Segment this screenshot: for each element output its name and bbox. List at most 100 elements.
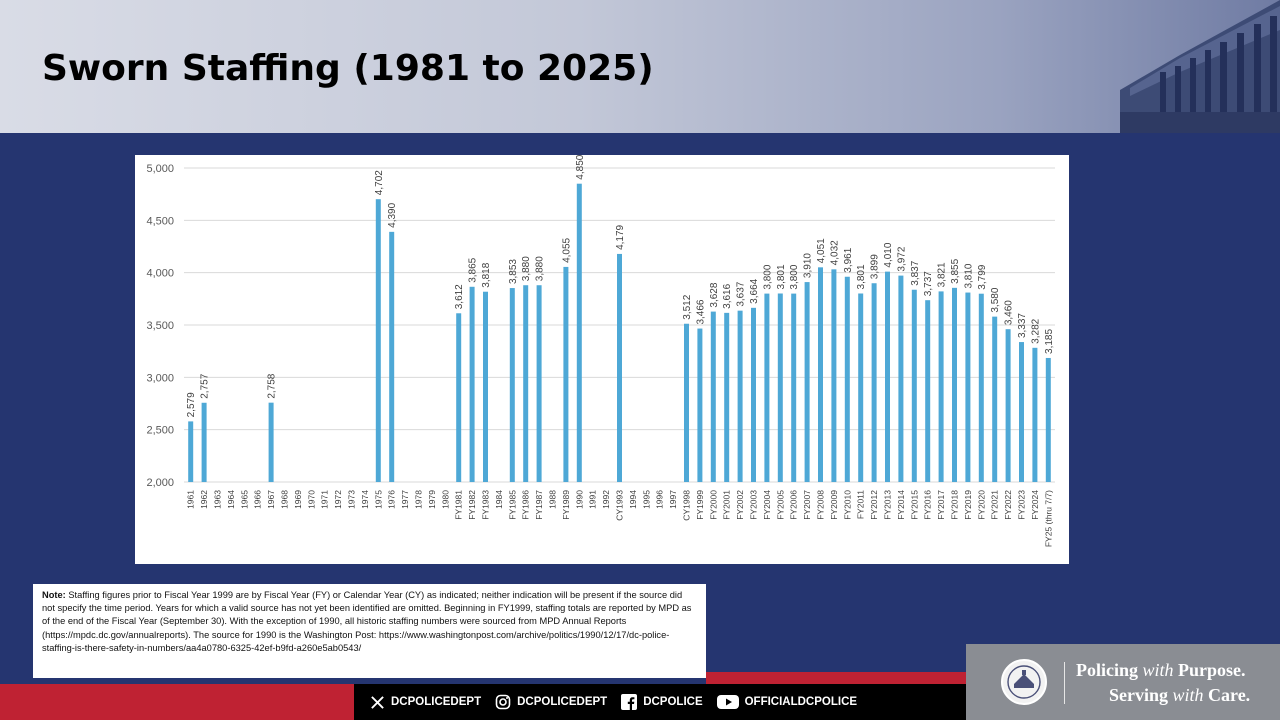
note-text: Staffing figures prior to Fiscal Year 19… [42, 590, 692, 653]
bar [938, 291, 944, 482]
x-tick-label: 1968 [280, 490, 290, 509]
x-tick-label: FY2013 [883, 490, 893, 520]
x-tick-label: FY2017 [936, 490, 946, 520]
data-label: 4,010 [883, 242, 894, 267]
x-tick-label: 1977 [400, 490, 410, 509]
x-tick-label: 1966 [253, 490, 263, 509]
header-banner: Sworn Staffing (1981 to 2025) [0, 0, 1280, 133]
x-tick-label: 1961 [186, 490, 196, 509]
x-tick-label: FY2024 [1030, 490, 1040, 520]
x-tick-label: FY2006 [789, 490, 799, 520]
data-label: 3,961 [843, 247, 854, 272]
bar [804, 282, 810, 482]
bar [992, 316, 998, 482]
social-x-handle: DCPOLICEDEPT [391, 696, 482, 708]
data-label: 3,821 [937, 262, 948, 287]
data-label: 3,737 [923, 271, 934, 296]
x-tick-label: 1972 [333, 490, 343, 509]
data-label: 3,616 [722, 283, 733, 308]
brand-divider [1064, 662, 1065, 704]
bar [1045, 357, 1051, 482]
social-facebook-link[interactable]: DCPOLICE [621, 694, 703, 710]
x-tick-label: 1969 [293, 490, 303, 509]
bar [456, 313, 462, 482]
data-label: 3,637 [736, 281, 747, 306]
x-tick-label: FY2021 [990, 490, 1000, 520]
data-label: 3,801 [776, 264, 787, 289]
bar [737, 310, 743, 482]
data-label: 3,337 [1017, 313, 1028, 338]
x-tick-label: FY2000 [708, 490, 718, 520]
x-icon [371, 695, 384, 709]
x-tick-label: FY2011 [856, 490, 866, 519]
x-tick-label: 1990 [574, 490, 584, 509]
x-tick-label: FY1985 [507, 490, 517, 520]
data-label: 3,512 [682, 294, 693, 319]
data-label: 3,899 [870, 254, 881, 279]
x-tick-label: FY1981 [454, 490, 464, 520]
x-tick-label: FY2019 [963, 490, 973, 520]
x-tick-label: 1970 [306, 490, 316, 509]
x-tick-label: 1980 [440, 490, 450, 509]
bar [724, 312, 730, 482]
x-tick-label: FY2012 [869, 490, 879, 520]
bar [831, 269, 837, 482]
bar [885, 271, 890, 482]
y-tick-label: 4,000 [146, 268, 174, 280]
data-label: 3,628 [709, 282, 720, 307]
data-label: 3,880 [535, 256, 546, 281]
x-tick-label: FY2001 [722, 490, 732, 520]
bar [563, 266, 569, 482]
bar [791, 293, 797, 482]
x-tick-label: 1964 [226, 490, 236, 509]
x-tick-label: 1992 [601, 490, 611, 509]
social-youtube-link[interactable]: OFFICIALDCPOLICE [716, 694, 857, 710]
x-tick-label: 1978 [414, 490, 424, 509]
bar [978, 293, 984, 482]
instagram-icon [495, 694, 511, 710]
x-tick-label: 1971 [320, 490, 330, 509]
facebook-icon [621, 694, 638, 710]
data-label: 3,865 [468, 257, 479, 282]
x-tick-label: FY2005 [775, 490, 785, 520]
bar [509, 288, 515, 482]
data-label: 3,466 [695, 299, 706, 324]
brand-tagline-2: Serving with Care. [1109, 685, 1251, 705]
x-tick-label: CY1993 [615, 490, 625, 521]
x-tick-label: FY1983 [481, 490, 491, 520]
bar [684, 323, 689, 482]
data-label: 3,855 [950, 258, 961, 283]
bar [911, 289, 917, 482]
x-tick-label: FY1987 [534, 490, 544, 520]
x-tick-label: 1976 [387, 490, 397, 509]
bar [201, 402, 207, 482]
bar [1019, 342, 1024, 482]
x-tick-label: 1963 [213, 490, 223, 509]
data-label: 3,185 [1044, 329, 1055, 354]
data-label: 3,853 [508, 259, 519, 284]
data-label: 3,880 [521, 256, 532, 281]
x-tick-label: 1975 [373, 490, 383, 509]
x-tick-label: FY2002 [735, 490, 745, 520]
y-tick-label: 3,500 [146, 320, 174, 332]
bar [777, 293, 783, 482]
brand-tagline-1: Policing with Purpose. [1076, 660, 1246, 680]
x-tick-label: FY2010 [842, 490, 852, 520]
social-x-link[interactable]: DCPOLICEDEPT [370, 695, 481, 710]
y-tick-label: 4,500 [146, 215, 174, 227]
bar [389, 231, 395, 482]
bar [697, 328, 703, 482]
staffing-bar-chart: 2,000 2,500 3,000 3,500 4,000 4,500 5,000 2,579… [146, 154, 1055, 547]
bar [576, 183, 582, 482]
data-label: 3,972 [896, 246, 907, 271]
bar [188, 421, 194, 482]
brand-block: Policing with Purpose. Serving with Care… [966, 644, 1280, 720]
x-tick-label: FY2015 [909, 490, 919, 520]
x-tick-label: FY1999 [695, 490, 705, 520]
bar [536, 285, 542, 482]
bar [818, 267, 823, 482]
bar [858, 293, 864, 482]
x-tick-label: FY2004 [762, 490, 772, 520]
bar [710, 311, 716, 482]
social-instagram-link[interactable]: DCPOLICEDEPT [495, 694, 607, 710]
